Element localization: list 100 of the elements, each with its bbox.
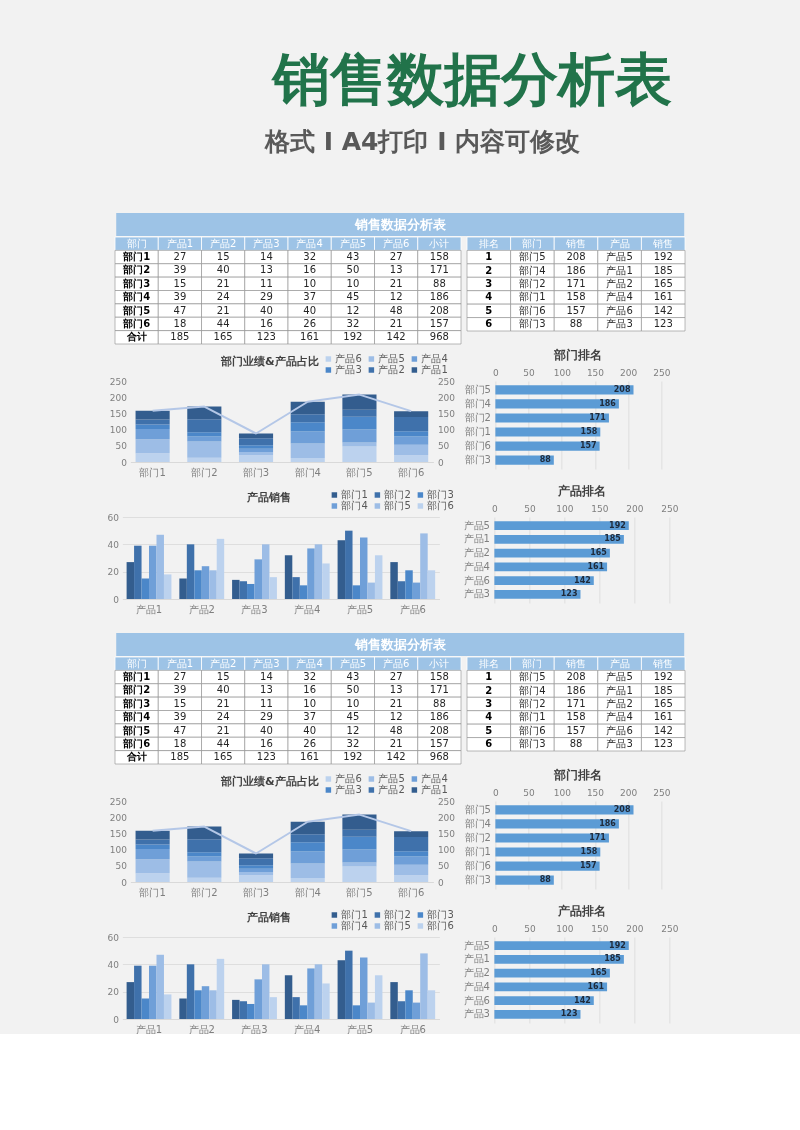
x-tick-label: 销售 <box>565 657 587 669</box>
legend-label: 部门2 <box>384 909 411 920</box>
y-tick-label: 3 <box>485 698 493 709</box>
data-label: 142 <box>574 575 591 585</box>
x-tick-label: 销售 <box>652 237 674 249</box>
data-label: 171 <box>429 684 449 696</box>
data-label: 50 <box>346 264 360 276</box>
y2-tick-label: 100 <box>437 845 456 856</box>
text: 产品6 <box>606 724 633 736</box>
y-tick-label: 60 <box>107 512 120 523</box>
y-tick-label: 0 <box>121 877 128 888</box>
x-tick-label: 产品2 <box>188 603 215 615</box>
text: 部门6 <box>519 724 546 736</box>
x-tick-label: 250 <box>661 503 679 514</box>
x-tick-label: 产品2 <box>209 237 237 249</box>
y-tick-label: 产品1 <box>463 533 490 545</box>
x-tick-label: 产品6 <box>382 237 410 249</box>
y-tick-label: 部门2 <box>122 684 151 696</box>
y2-tick-label: 200 <box>437 812 456 823</box>
data-label: 40 <box>216 684 230 696</box>
data-label: 208 <box>429 724 449 736</box>
x-tick-label: 200 <box>626 503 644 514</box>
y2-tick-label: 200 <box>437 392 456 403</box>
x-tick-label: 产品3 <box>253 657 280 669</box>
x-tick-label: 产品5 <box>346 1023 374 1035</box>
data-label: 47 <box>173 724 187 736</box>
text: 部门3 <box>519 738 546 750</box>
text: 产品4 <box>606 291 633 303</box>
y-tick-label: 部门4 <box>122 291 151 303</box>
data-label: 185 <box>653 264 673 276</box>
x-tick-label: 部门6 <box>397 466 425 478</box>
legend-label: 产品6 <box>335 773 362 784</box>
data-label: 208 <box>613 804 631 814</box>
data-label: 165 <box>653 698 673 709</box>
x-tick-label: 50 <box>524 503 536 514</box>
data-label: 186 <box>566 264 586 276</box>
data-label: 16 <box>303 264 317 276</box>
y2-tick-label: 0 <box>437 457 444 468</box>
data-label: 158 <box>566 291 586 303</box>
x-tick-label: 产品4 <box>294 1023 321 1035</box>
x-tick-label: 部门5 <box>346 466 373 478</box>
text: 部门2 <box>519 278 546 289</box>
data-label: 165 <box>590 968 608 978</box>
x-tick-label: 部门 <box>522 657 543 669</box>
y-tick-label: 部门5 <box>122 304 151 316</box>
text: 产品2 <box>606 698 633 709</box>
x-tick-label: 100 <box>556 503 574 514</box>
chart-title: 部门业绩&产品占比 <box>220 775 319 788</box>
data-label: 43 <box>346 251 360 263</box>
y-tick-label: 部门4 <box>122 711 151 723</box>
x-tick-label: 产品6 <box>382 657 410 669</box>
data-label: 123 <box>560 589 578 599</box>
data-label: 142 <box>574 995 591 1005</box>
data-label: 192 <box>653 251 673 263</box>
y-tick-label: 产品4 <box>463 560 490 572</box>
data-label: 32 <box>303 251 317 263</box>
data-label: 40 <box>303 304 317 316</box>
x-tick-label: 产品3 <box>253 237 280 249</box>
data-label: 208 <box>429 304 449 316</box>
data-label: 39 <box>173 711 187 723</box>
text: 部门2 <box>519 698 546 709</box>
data-label: 43 <box>346 671 360 683</box>
data-label: 50 <box>346 684 360 696</box>
x-tick-label: 产品5 <box>339 237 367 249</box>
x-tick-label: 0 <box>493 787 500 798</box>
data-label: 13 <box>260 684 273 696</box>
text: 格式 I A4打印 I 内容可修改 <box>264 127 581 156</box>
data-label: 16 <box>303 684 317 696</box>
data-label: 192 <box>609 940 626 950</box>
text: 产品4 <box>606 711 633 723</box>
data-label: 12 <box>389 711 403 723</box>
x-tick-label: 50 <box>523 787 536 798</box>
y-tick-label: 产品2 <box>463 967 490 979</box>
data-label: 15 <box>173 277 187 289</box>
y-tick-label: 产品4 <box>463 980 490 992</box>
x-tick-label: 小计 <box>429 237 450 249</box>
data-label: 48 <box>389 724 403 736</box>
x-tick-label: 产品 <box>609 657 630 669</box>
x-tick-label: 产品1 <box>135 603 163 615</box>
data-label: 157 <box>566 724 586 736</box>
y-axis-title: 排名 <box>478 237 499 249</box>
y-tick-label: 部门6 <box>464 860 491 872</box>
text: 部门1 <box>519 711 546 723</box>
data-label: 208 <box>566 251 586 263</box>
data-label: 32 <box>346 317 360 329</box>
y-tick-label: 50 <box>115 441 128 452</box>
chart-title: 产品销售 <box>245 911 291 924</box>
legend-label: 产品4 <box>421 773 448 784</box>
data-label: 29 <box>260 711 273 723</box>
data-label: 186 <box>429 291 449 303</box>
data-label: 192 <box>343 331 363 343</box>
data-label: 157 <box>429 317 449 329</box>
data-label: 15 <box>216 671 230 683</box>
x-tick-label: 部门4 <box>294 886 321 898</box>
data-label: 26 <box>303 737 317 749</box>
data-label: 37 <box>303 291 317 303</box>
legend-label: 部门2 <box>384 489 411 500</box>
data-label: 47 <box>173 304 187 316</box>
x-tick-label: 50 <box>523 367 536 378</box>
x-tick-label: 产品2 <box>209 657 237 669</box>
